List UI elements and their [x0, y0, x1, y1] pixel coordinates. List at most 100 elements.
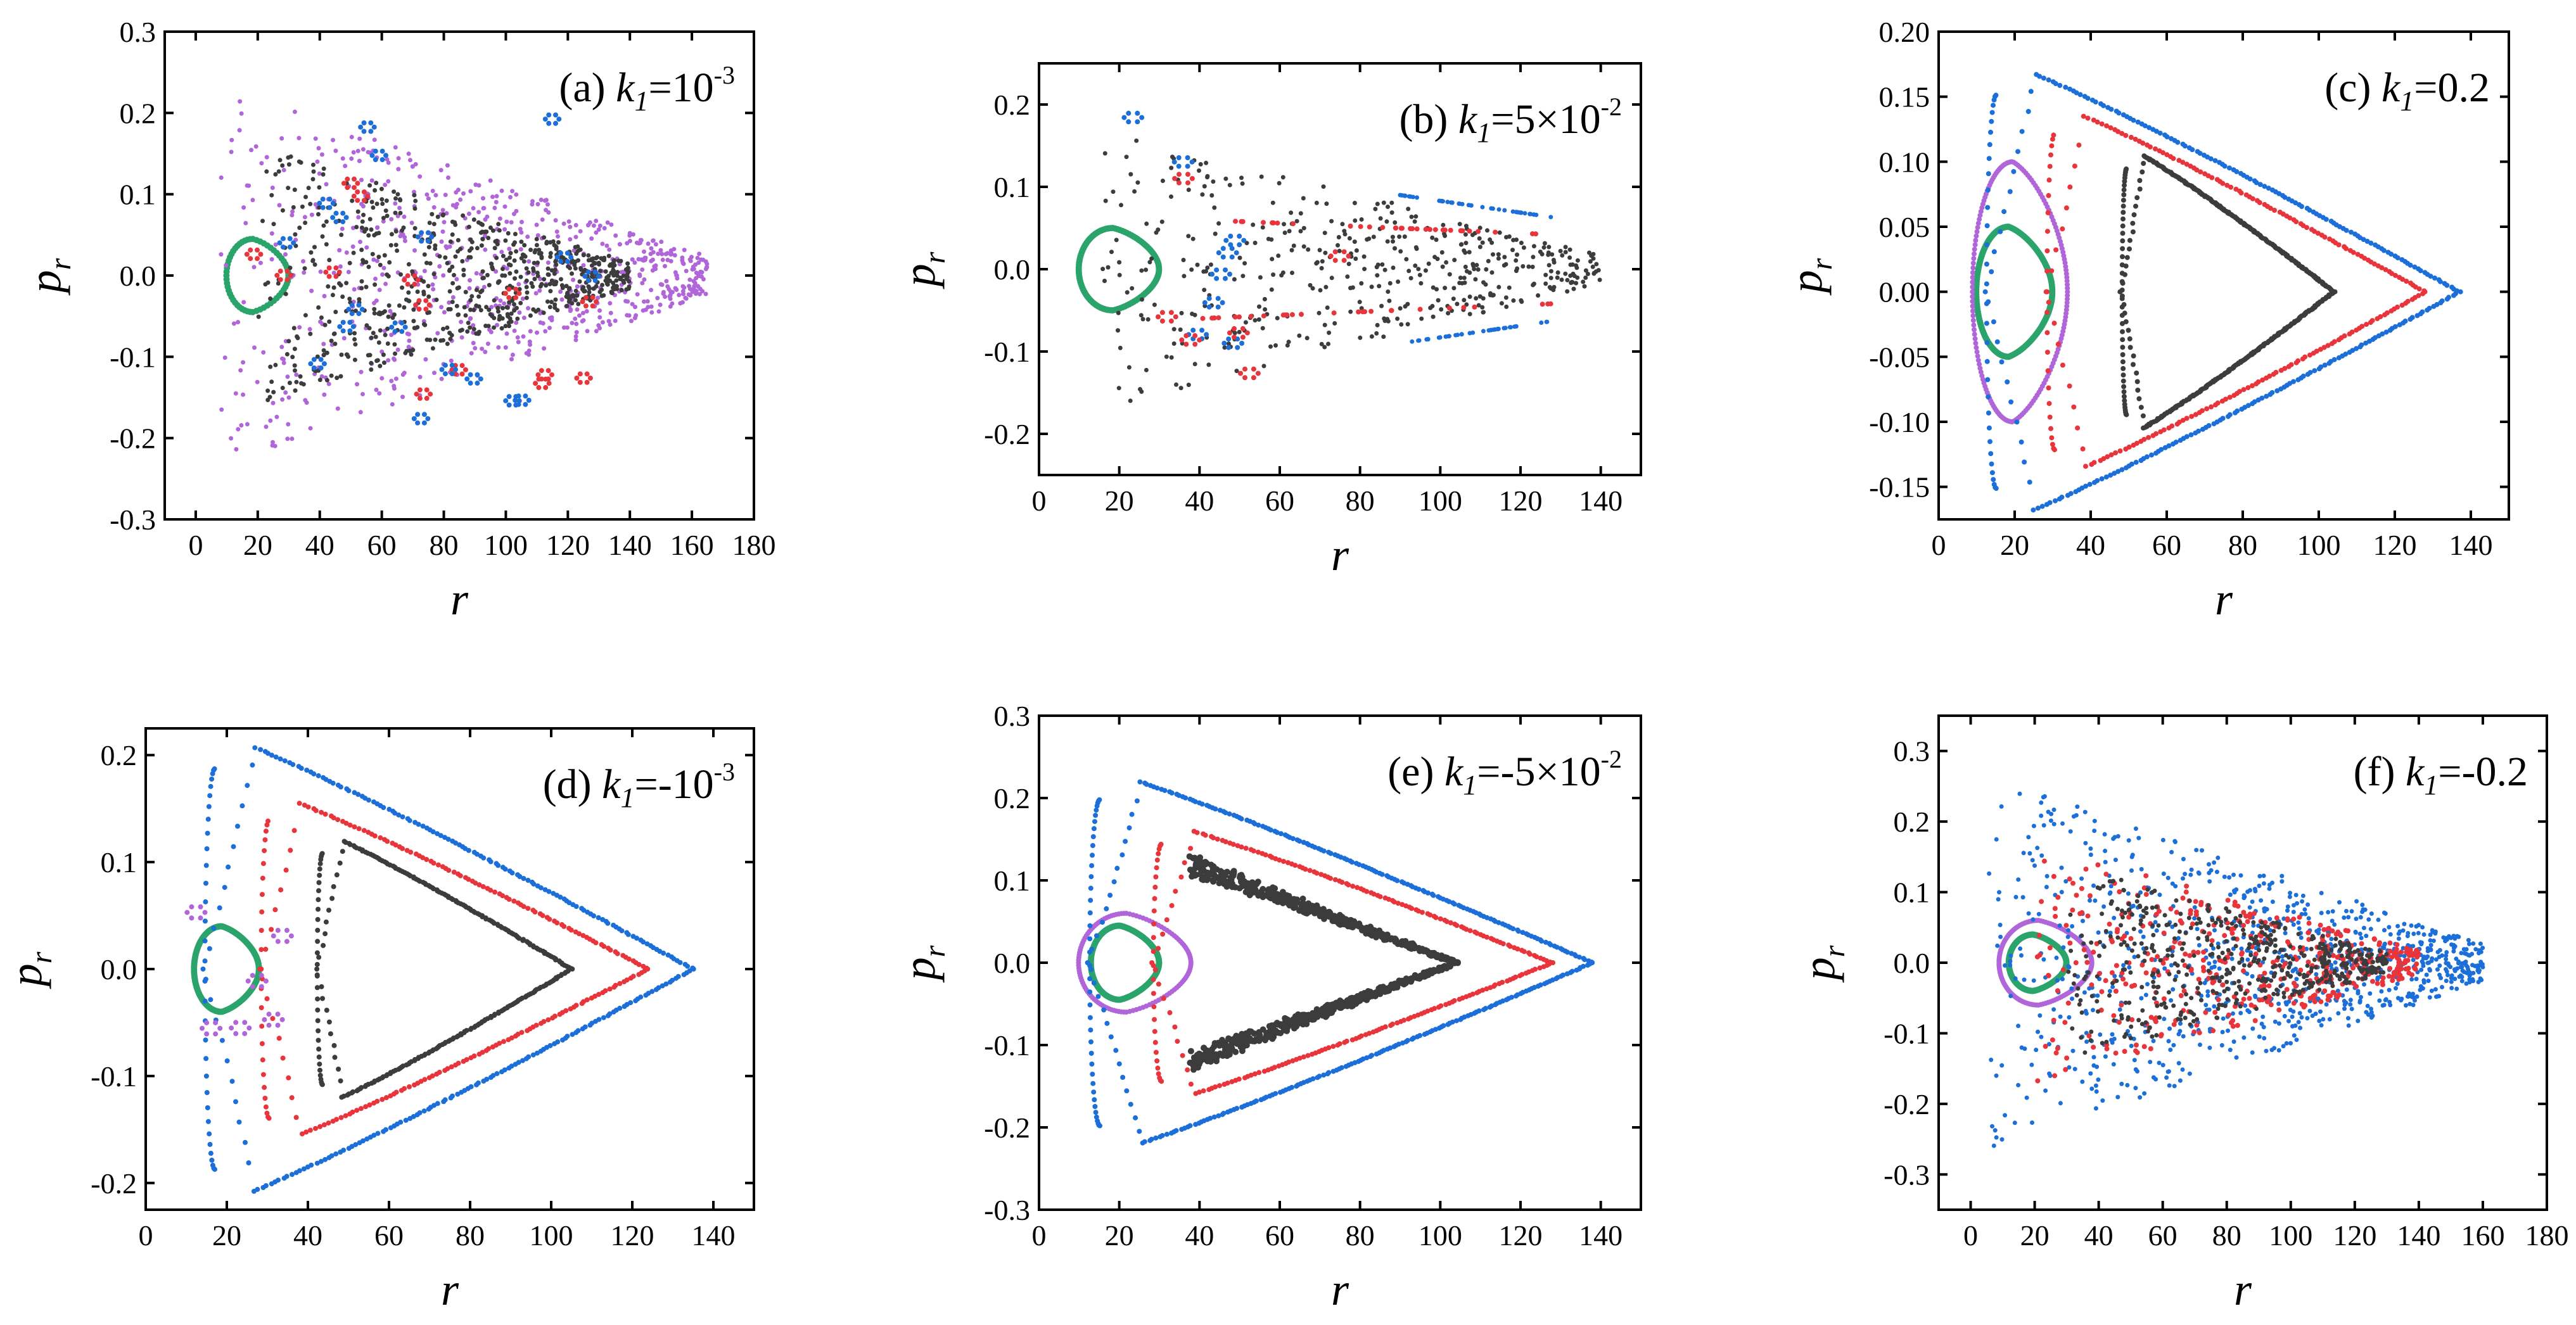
data-point — [1329, 219, 1334, 224]
data-point — [327, 196, 333, 202]
data-point — [531, 881, 537, 887]
data-point — [494, 200, 499, 205]
data-point — [2255, 379, 2261, 384]
data-point — [432, 371, 437, 376]
data-point — [506, 394, 512, 400]
data-point — [340, 295, 345, 299]
data-point — [2359, 342, 2364, 348]
data-point — [241, 392, 246, 397]
data-point — [431, 287, 436, 292]
data-point — [1378, 216, 1383, 221]
data-point — [559, 283, 564, 288]
data-point — [2120, 231, 2126, 236]
data-point — [1419, 316, 1424, 321]
data-point — [264, 996, 270, 1001]
data-point — [1999, 359, 2005, 365]
data-point — [2368, 240, 2374, 246]
data-point — [636, 961, 642, 967]
data-point — [573, 223, 578, 227]
data-point — [660, 257, 665, 262]
data-point — [2051, 446, 2056, 451]
data-point — [505, 305, 510, 310]
data-point — [289, 1095, 295, 1101]
data-point — [1144, 367, 1149, 372]
data-point — [271, 400, 276, 405]
data-point — [2124, 255, 2130, 260]
data-point — [203, 899, 208, 904]
data-point — [2112, 471, 2117, 476]
data-point — [283, 390, 288, 395]
data-point — [632, 315, 637, 320]
data-point — [484, 305, 489, 310]
data-point — [328, 1031, 333, 1037]
data-point — [564, 1034, 570, 1039]
data-point — [448, 336, 453, 341]
data-point — [393, 376, 399, 381]
data-point — [516, 282, 521, 287]
data-point — [514, 320, 519, 325]
data-point — [2121, 384, 2127, 390]
data-point — [469, 351, 474, 356]
data-point — [437, 1070, 442, 1075]
data-point — [279, 345, 284, 350]
data-point — [1408, 226, 1413, 231]
data-point — [553, 282, 558, 286]
data-point — [695, 255, 700, 260]
data-point — [507, 255, 512, 260]
data-point — [1446, 334, 1451, 339]
data-point — [203, 1037, 208, 1043]
data-point — [1126, 110, 1132, 116]
data-point — [2416, 293, 2421, 298]
data-point — [1159, 219, 1164, 224]
data-point — [549, 372, 554, 377]
data-point — [1140, 317, 1145, 322]
data-point — [1403, 193, 1408, 198]
data-point — [601, 1015, 606, 1020]
data-point — [375, 225, 379, 230]
data-point — [2432, 276, 2437, 281]
data-point — [317, 866, 322, 872]
data-point — [360, 258, 366, 263]
data-point — [573, 266, 578, 271]
data-point — [523, 402, 528, 407]
data-point — [1970, 265, 1976, 270]
data-point — [266, 1022, 272, 1028]
data-point — [1398, 306, 1403, 311]
data-point — [1507, 285, 1512, 290]
data-point — [413, 302, 419, 308]
data-point — [583, 303, 589, 308]
data-point — [1410, 339, 1415, 344]
x-tick-label: 40 — [1185, 485, 1214, 517]
data-point — [1270, 200, 1275, 205]
y-tick-label: 0.10 — [1879, 146, 1930, 178]
data-point — [424, 192, 430, 197]
data-point — [1989, 110, 1995, 115]
data-point — [459, 371, 465, 377]
data-point — [447, 289, 452, 294]
data-point — [2188, 432, 2194, 438]
data-point — [2153, 431, 2159, 436]
data-point — [548, 254, 553, 259]
data-point — [431, 860, 437, 866]
data-point — [2121, 187, 2127, 193]
data-point — [2126, 444, 2132, 450]
data-point — [364, 284, 369, 289]
data-point — [487, 282, 492, 288]
data-point — [1540, 301, 1545, 307]
data-point — [1121, 115, 1127, 120]
data-point — [627, 279, 632, 284]
data-point — [2322, 234, 2328, 240]
data-point — [1215, 296, 1221, 301]
data-point — [476, 210, 481, 215]
data-point — [1114, 238, 1119, 243]
data-point — [2044, 330, 2050, 336]
data-point — [450, 232, 455, 237]
data-point — [385, 272, 390, 277]
data-point — [1563, 271, 1568, 276]
data-point — [1476, 303, 1481, 308]
data-point — [685, 963, 691, 969]
data-point — [315, 927, 321, 933]
data-point — [347, 822, 353, 828]
data-point — [1337, 248, 1342, 253]
data-point — [585, 277, 591, 283]
